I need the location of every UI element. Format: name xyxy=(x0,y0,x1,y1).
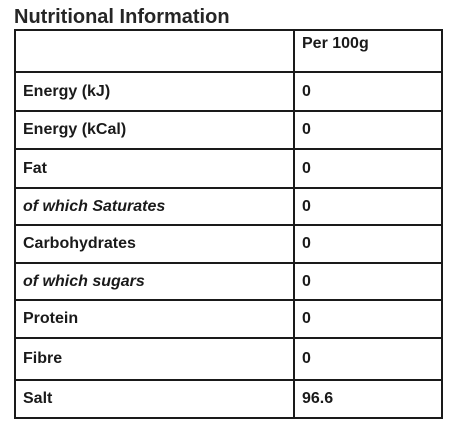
row-label: Energy (kJ) xyxy=(14,71,295,112)
row-value: 96.6 xyxy=(293,379,443,419)
row-value: 0 xyxy=(293,224,443,264)
header-label-cell xyxy=(14,29,295,73)
nutrition-table: Per 100g Energy (kJ) 0 Energy (kCal) 0 F… xyxy=(14,29,443,419)
row-label: Protein xyxy=(14,299,295,339)
row-value: 0 xyxy=(293,71,443,112)
table-row: of which Saturates 0 xyxy=(14,187,443,226)
table-row: Protein 0 xyxy=(14,299,443,339)
row-label: of which Saturates xyxy=(14,187,295,226)
row-label: Energy (kCal) xyxy=(14,110,295,150)
table-row: of which sugars 0 xyxy=(14,262,443,301)
row-value: 0 xyxy=(293,110,443,150)
table-row: Fibre 0 xyxy=(14,337,443,381)
row-label: of which sugars xyxy=(14,262,295,301)
row-label: Salt xyxy=(14,379,295,419)
table-header-row: Per 100g xyxy=(14,29,443,73)
row-value: 0 xyxy=(293,299,443,339)
table-row: Salt 96.6 xyxy=(14,379,443,419)
row-label: Fat xyxy=(14,148,295,189)
row-value: 0 xyxy=(293,337,443,381)
table-row: Carbohydrates 0 xyxy=(14,224,443,264)
row-value: 0 xyxy=(293,187,443,226)
page-title: Nutritional Information xyxy=(14,6,230,28)
table-row: Energy (kCal) 0 xyxy=(14,110,443,150)
row-label: Carbohydrates xyxy=(14,224,295,264)
table-row: Fat 0 xyxy=(14,148,443,189)
row-value: 0 xyxy=(293,262,443,301)
row-label: Fibre xyxy=(14,337,295,381)
header-per-100g: Per 100g xyxy=(293,29,443,73)
row-value: 0 xyxy=(293,148,443,189)
table-row: Energy (kJ) 0 xyxy=(14,71,443,112)
